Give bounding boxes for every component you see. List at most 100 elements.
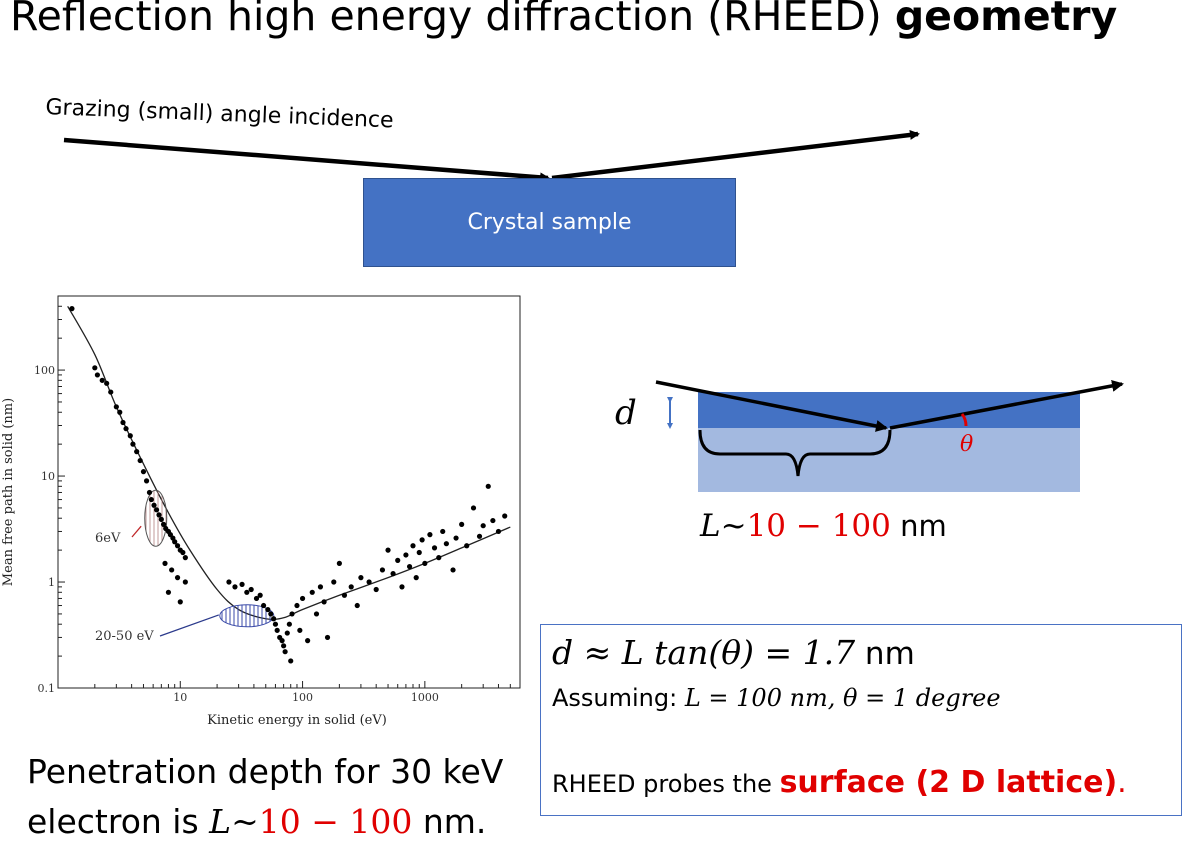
- data-point: [410, 543, 416, 549]
- data-point: [321, 599, 327, 605]
- incident-beam-arrow: [63, 137, 550, 183]
- data-point: [257, 592, 263, 598]
- length-range-label: L~10 − 100 nm: [700, 508, 947, 544]
- data-point: [108, 389, 114, 395]
- data-point: [450, 567, 456, 573]
- data-point: [317, 584, 324, 590]
- data-point: [232, 584, 238, 590]
- data-point: [177, 599, 183, 605]
- data-point: [253, 595, 260, 602]
- data-point: [390, 571, 396, 577]
- data-point: [419, 537, 425, 543]
- data-point: [69, 306, 75, 312]
- data-point: [94, 372, 101, 378]
- annotation-20-50ev: 20-50 eV: [95, 629, 154, 644]
- penetration-prefix: electron is: [27, 802, 210, 841]
- data-point: [226, 579, 232, 585]
- data-point: [117, 409, 123, 415]
- data-point: [440, 528, 446, 535]
- data-point: [281, 643, 287, 649]
- data-point: [286, 621, 292, 627]
- length-range-value: 10 − 100: [746, 508, 891, 544]
- conclusion-prefix: RHEED probes the: [552, 770, 780, 798]
- data-point: [279, 638, 285, 644]
- equation-box: [540, 624, 1182, 816]
- data-point: [99, 377, 105, 383]
- data-point: [248, 586, 254, 593]
- slide-title: Reflection high energy diffraction (RHEE…: [10, 0, 1117, 40]
- x-tick-label: 100: [292, 691, 313, 704]
- data-point: [297, 627, 303, 633]
- conclusion-suffix: .: [1117, 765, 1127, 800]
- crystal-sample-label: Crystal sample: [467, 210, 632, 235]
- x-tick-label: 10: [173, 691, 187, 704]
- annotation-6ev: 6eV: [95, 531, 121, 546]
- length-brace: [698, 429, 892, 477]
- penetration-line-1: Penetration depth for 30 keV: [27, 752, 504, 791]
- depth-symbol: d: [615, 393, 637, 433]
- assumption-prefix: Assuming:: [552, 684, 685, 712]
- data-point: [162, 560, 168, 566]
- chart-y-axis-label: Mean free path in solid (nm): [1, 398, 16, 586]
- depth-incident-beam: [655, 380, 888, 432]
- 20-50ev-region-ellipse: [219, 604, 275, 628]
- data-point: [274, 627, 280, 633]
- data-point: [104, 380, 110, 386]
- data-point: [403, 552, 409, 558]
- conclusion-line: RHEED probes the surface (2 D lattice).: [552, 765, 1127, 800]
- data-point: [182, 555, 188, 561]
- data-point: [148, 496, 154, 503]
- data-point: [395, 557, 401, 563]
- data-point: [366, 579, 372, 585]
- data-point: [299, 595, 306, 602]
- reflected-beam-arrow: [551, 129, 920, 181]
- penetration-line-2: electron is L~10 − 100 nm.: [27, 802, 486, 841]
- data-point: [453, 535, 459, 541]
- theta-angle-mark: [960, 413, 968, 427]
- data-point: [406, 563, 413, 570]
- data-point: [309, 589, 315, 595]
- x-tick-label: 1000: [411, 691, 439, 704]
- surface-layer: [698, 392, 1080, 428]
- data-point: [174, 575, 181, 581]
- data-point: [282, 649, 288, 655]
- data-point: [427, 532, 433, 538]
- data-point: [336, 560, 342, 566]
- data-point: [416, 549, 422, 556]
- penetration-range: 10 − 100: [258, 802, 413, 841]
- length-prefix: L~: [700, 508, 747, 544]
- slide-title-main: Reflection high energy diffraction (RHEE…: [10, 0, 895, 40]
- data-point: [146, 489, 153, 496]
- data-point: [490, 517, 496, 524]
- data-point: [143, 478, 150, 484]
- data-point: [464, 543, 470, 549]
- data-point: [348, 584, 354, 590]
- data-point: [459, 521, 465, 527]
- crystal-sample-box: Crystal sample: [363, 178, 736, 267]
- data-point: [182, 579, 188, 585]
- data-point: [172, 539, 178, 545]
- data-point: [169, 567, 175, 573]
- 6ev-region-ellipse: [144, 489, 168, 547]
- data-point: [160, 521, 167, 527]
- data-point: [294, 602, 300, 609]
- data-point: [358, 575, 364, 581]
- slide-title-emphasis: geometry: [894, 0, 1118, 40]
- depth-equation-unit: nm: [855, 636, 915, 672]
- data-point: [341, 592, 348, 598]
- data-point: [431, 545, 438, 551]
- data-point: [271, 616, 277, 622]
- depth-reflected-beam: [889, 379, 1124, 430]
- annotation-20-50ev-arrow: [159, 614, 220, 637]
- data-point: [123, 426, 129, 432]
- data-point: [284, 630, 290, 636]
- data-point: [385, 547, 391, 553]
- chart-trend-curve: [67, 305, 511, 621]
- data-point: [113, 404, 119, 410]
- penetration-suffix: nm.: [412, 802, 487, 841]
- data-point: [470, 505, 477, 511]
- data-point: [313, 611, 320, 617]
- data-point: [92, 365, 98, 371]
- y-tick-label: 100: [34, 364, 55, 377]
- data-point: [324, 634, 331, 641]
